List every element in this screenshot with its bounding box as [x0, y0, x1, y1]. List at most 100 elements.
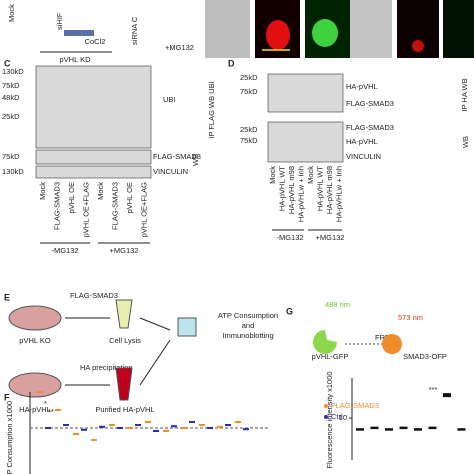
lane-label: HA-pVHL WT — [315, 166, 324, 212]
band-label: FLAG-SMAD3 — [153, 152, 201, 161]
blot — [267, 121, 344, 163]
panel-g: G 488 nm 573 nm FRET pVHL-GFP SMAD3-OFP … — [286, 300, 447, 469]
dish — [8, 372, 62, 398]
group-label: +MG132 — [316, 233, 345, 242]
step: HA-pVHL — [19, 405, 51, 414]
gfp — [313, 330, 337, 354]
tube — [115, 299, 133, 329]
legend-marker — [324, 415, 328, 419]
step: pVHL KO — [19, 336, 51, 345]
group-label: -MG132 — [276, 233, 303, 242]
band-label: VINCULIN — [346, 152, 381, 161]
legend-label: Ctrl — [331, 412, 343, 421]
marker: 25kD — [240, 73, 258, 82]
lane-label: HA-pVHL m98 — [287, 166, 296, 214]
marker: 25kD — [2, 112, 20, 121]
step: Purified HA-pVHL — [95, 405, 154, 414]
band-label: FLAG-SMAD3 — [346, 99, 394, 108]
panel-e: E FLAG-SMAD3 pVHL KO Cell Lysis ATP Cons… — [4, 291, 278, 414]
cell — [266, 20, 290, 50]
micrograph — [350, 0, 392, 58]
lane-label: Mock — [38, 182, 47, 200]
lane-label: HA-pVHLw + Inh — [334, 166, 343, 222]
marker: 75kD — [240, 136, 258, 145]
dish — [8, 305, 62, 331]
marker: 130kD — [2, 67, 24, 76]
blot — [267, 73, 344, 113]
y-axis-label: TP Consumption x1000 — [5, 401, 14, 474]
lane-label: Mock — [306, 166, 315, 184]
marker: 75kD — [2, 152, 20, 161]
arrow — [139, 317, 171, 331]
wavelength: 488 nm — [325, 300, 350, 309]
tube — [115, 367, 133, 401]
panel-letter: E — [4, 292, 10, 302]
panel-letter: D — [228, 58, 235, 68]
lane-label: HA-pVHL WT — [277, 166, 286, 212]
step: HA precipitation — [80, 363, 133, 372]
protein-label: SMAD3-OFP — [403, 352, 447, 361]
lane-label: FLAG-SMAD3 — [110, 182, 119, 230]
band — [64, 30, 94, 36]
step: FLAG-SMAD3 — [70, 291, 118, 300]
blot — [35, 65, 152, 149]
ip-label: IP HA WB — [460, 78, 469, 111]
band-label: VINCULIN — [153, 167, 188, 176]
band-label: UBI — [163, 95, 176, 104]
readout: and — [242, 321, 255, 330]
cell — [412, 40, 424, 52]
marker: 130kD — [2, 167, 24, 176]
group-label: -MG132 — [51, 246, 78, 255]
lane-label: HA-pVHLw + Inh — [296, 166, 305, 222]
lane-label: pVHL OE — [67, 182, 76, 213]
legend-marker — [324, 404, 328, 408]
step: Cell Lysis — [109, 336, 141, 345]
marker: 75kD — [240, 87, 258, 96]
band-label: HA-pVHL — [346, 82, 378, 91]
marker: 75kD — [2, 81, 20, 90]
marker: 48kD — [2, 93, 20, 102]
lane-label: Mock — [7, 4, 16, 22]
micrograph — [443, 0, 474, 58]
blot — [35, 165, 152, 179]
marker: 25kD — [240, 125, 258, 134]
annotation: ** — [48, 407, 54, 416]
readout: ATP Consumption — [218, 311, 278, 320]
panel-f: F TP Consumption x1000 * ** — [4, 392, 54, 474]
panel-letter: C — [4, 58, 11, 68]
cell — [312, 19, 338, 47]
lane-label: siHIF — [55, 12, 64, 30]
group-label: pVHL KD — [60, 55, 92, 64]
panel-letter: G — [286, 306, 293, 316]
wb-label: WB — [461, 136, 470, 148]
micrograph — [205, 0, 250, 58]
annotation: * — [44, 399, 47, 408]
lane-label: pVHL OE+FLAG — [139, 182, 148, 238]
ip-label: IP FLAG WB UBI — [207, 81, 216, 138]
legend-label: FLAG-SMAD3 — [331, 401, 379, 410]
lane-label: HA-pVHL m98 — [325, 166, 334, 214]
band-label: FLAG-SMAD3 — [346, 123, 394, 132]
top-panel: Mock siHIF siRNA C CoCl2 pVHL KD +MG132 — [7, 0, 474, 64]
y-axis-label: Fluorescence intensity x1000 — [325, 371, 334, 468]
readout: Immunoblotting — [222, 331, 273, 340]
blot — [35, 149, 152, 165]
group-label: +MG132 — [110, 246, 139, 255]
plate — [177, 317, 197, 337]
panel-letter: F — [4, 392, 10, 402]
wb-label: WB — [191, 154, 200, 166]
treatment: CoCl2 — [85, 37, 106, 46]
panel-d: D 25kD 75kD 25kD 75kD HA-pVHL FLAG-SMAD3… — [228, 58, 470, 242]
wavelength: 573 nm — [398, 313, 423, 322]
lane-label: Mock — [96, 182, 105, 200]
lane-label: pVHL OE — [125, 182, 134, 213]
ofp — [382, 334, 402, 354]
lane-label: Mock — [268, 166, 277, 184]
annotation: *** — [429, 385, 438, 394]
lane-label: siRNA C — [130, 16, 139, 45]
band-label: HA-pVHL — [346, 137, 378, 146]
condition: +MG132 — [165, 43, 194, 52]
y-tick-label: 10 — [339, 413, 347, 422]
arrow — [139, 339, 171, 386]
